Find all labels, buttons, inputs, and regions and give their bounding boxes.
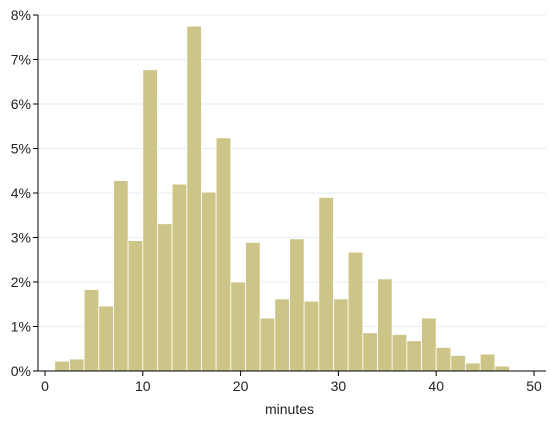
histogram-bar bbox=[406, 340, 422, 372]
x-tick-label: 10 bbox=[135, 378, 151, 394]
histogram-bar bbox=[362, 332, 378, 372]
y-tick-label: 0% bbox=[11, 363, 31, 379]
y-tick-label: 5% bbox=[11, 141, 31, 157]
histogram-bar bbox=[465, 362, 481, 372]
histogram-bar bbox=[391, 334, 408, 372]
x-tick-label: 0 bbox=[41, 378, 49, 394]
histogram-bar bbox=[494, 365, 510, 372]
y-tick-label: 6% bbox=[11, 96, 31, 112]
histogram-bar bbox=[113, 180, 129, 372]
histogram-bar bbox=[245, 241, 261, 372]
histogram-bar bbox=[230, 281, 246, 372]
y-tick-label: 4% bbox=[11, 185, 31, 201]
histogram-bar bbox=[83, 289, 100, 372]
histogram-bar bbox=[435, 347, 452, 372]
histogram-bar bbox=[377, 278, 393, 372]
histogram-bar bbox=[479, 353, 496, 372]
histogram-bar bbox=[69, 358, 85, 372]
histogram-bar bbox=[347, 251, 364, 372]
histogram-bars bbox=[54, 25, 510, 372]
x-tick-label: 40 bbox=[428, 378, 444, 394]
histogram-bar bbox=[421, 317, 437, 372]
histogram-bar bbox=[171, 183, 188, 372]
x-axis-title: minutes bbox=[265, 401, 314, 417]
histogram-bar bbox=[157, 223, 173, 372]
y-axis-ticks: 0% 1% 2% 3% 4% 5% 6% 7% 8% bbox=[11, 7, 38, 379]
y-tick-label: 8% bbox=[11, 7, 31, 23]
x-axis-ticks: 0 10 20 30 40 50 bbox=[41, 371, 542, 394]
y-tick-label: 1% bbox=[11, 319, 31, 335]
histogram-bar bbox=[303, 300, 320, 372]
histogram-bar bbox=[98, 305, 114, 372]
histogram-bar bbox=[186, 25, 202, 372]
histogram-bar bbox=[127, 240, 144, 372]
histogram-bar bbox=[333, 298, 349, 372]
histogram-bar bbox=[318, 197, 334, 372]
histogram-bar bbox=[215, 137, 232, 372]
histogram-bar bbox=[201, 191, 217, 372]
y-tick-label: 7% bbox=[11, 52, 31, 68]
x-tick-label: 30 bbox=[331, 378, 347, 394]
histogram-bar bbox=[274, 298, 290, 372]
histogram-bar bbox=[142, 69, 158, 372]
histogram-bar bbox=[54, 360, 70, 372]
y-tick-label: 2% bbox=[11, 274, 31, 290]
y-tick-label: 3% bbox=[11, 230, 31, 246]
x-tick-label: 20 bbox=[233, 378, 249, 394]
x-tick-label: 50 bbox=[526, 378, 542, 394]
histogram-bar bbox=[450, 355, 466, 372]
histogram-bar bbox=[259, 317, 276, 372]
histogram-bar bbox=[289, 238, 305, 372]
